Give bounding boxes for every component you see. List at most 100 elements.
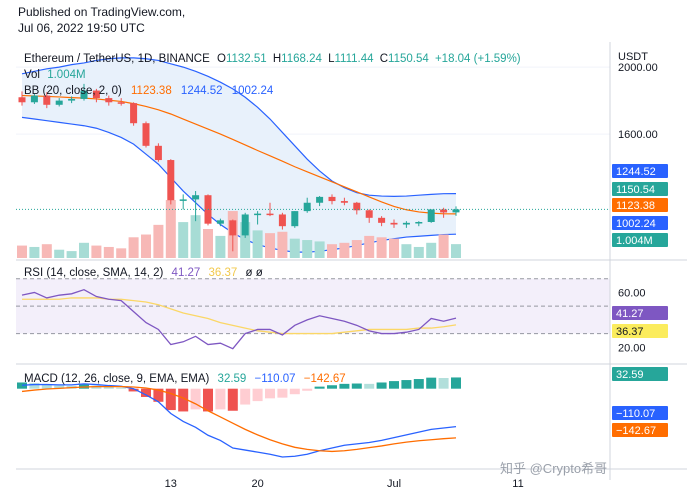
candle-body xyxy=(427,209,435,222)
symbol-label: Ethereum / TetherUS, 1D, BINANCE xyxy=(24,53,210,65)
macd-histogram-bar xyxy=(203,388,213,412)
macd-histogram-bar xyxy=(17,382,27,389)
volume-bar xyxy=(351,240,362,258)
candle-body xyxy=(316,196,324,203)
volume-bar xyxy=(128,237,139,258)
price-badge-bg xyxy=(612,164,668,178)
price-badge-bg xyxy=(612,182,668,196)
candle-body xyxy=(266,213,274,216)
macd-pane[interactable] xyxy=(16,368,610,468)
candle-body xyxy=(328,196,336,202)
macd-badge-bg xyxy=(612,367,668,381)
candle-body xyxy=(378,217,386,223)
volume-bar xyxy=(141,234,151,258)
candle-body xyxy=(154,145,162,161)
macd-histogram-bar xyxy=(103,386,114,389)
candle-body xyxy=(130,103,138,124)
volume-bar xyxy=(153,224,164,258)
macd-histogram-bar xyxy=(277,388,288,398)
price-badge: 1244.52 xyxy=(616,166,656,178)
candle-body xyxy=(117,102,125,104)
rsi-badge: 36.37 xyxy=(616,326,644,338)
macd-histogram-bar xyxy=(165,388,176,411)
volume-bar xyxy=(265,233,275,258)
candle-body xyxy=(105,98,113,103)
low-label: L xyxy=(328,53,335,65)
low-value: 1111.44 xyxy=(335,53,375,65)
rsi-badge: 41.27 xyxy=(616,308,644,320)
macd-histogram-bar xyxy=(389,381,399,389)
macd-histogram-bar xyxy=(240,388,251,405)
volume-bar xyxy=(364,235,375,258)
legend-line-1: Ethereum / TetherUS, 1D, BINANCE O1132.5… xyxy=(24,53,521,65)
macd-histogram-bar xyxy=(339,383,350,389)
macd-histogram-bar xyxy=(401,380,412,389)
volume-bar xyxy=(79,242,89,258)
time-tick-label: Jul xyxy=(387,478,401,490)
volume-bar xyxy=(401,244,412,258)
volume-bar xyxy=(17,245,27,258)
candle-body xyxy=(167,160,175,201)
volume-bar xyxy=(190,215,201,258)
volume-bar xyxy=(413,246,424,258)
macd-signal-line xyxy=(21,385,457,453)
volume-bar xyxy=(314,241,325,258)
volume-bar xyxy=(215,235,226,258)
volume-bar xyxy=(103,246,114,258)
rsi-sma-value: 36.37 xyxy=(209,267,238,279)
macd-badge-bg xyxy=(612,423,668,437)
rsi-label: RSI (14, close, SMA, 14, 2) xyxy=(24,267,164,279)
candle-body xyxy=(365,210,373,218)
candle-body xyxy=(291,211,299,227)
candle-body xyxy=(55,100,63,105)
macd-histogram-bar xyxy=(426,377,437,389)
candle-body xyxy=(43,95,51,105)
price-badge-bg xyxy=(612,216,668,230)
macd-badge: −110.07 xyxy=(616,408,655,420)
macd-label: MACD (12, 26, close, 9, EMA, EMA) xyxy=(24,373,210,385)
macd-value: −110.07 xyxy=(255,373,296,385)
candle-body xyxy=(18,97,26,103)
bb-lower-value: 1002.24 xyxy=(232,85,274,97)
macd-histogram-bar xyxy=(451,377,461,389)
volume-bar xyxy=(66,251,77,258)
bb-upper-value: 1244.52 xyxy=(181,85,223,97)
time-tick-label: 11 xyxy=(512,478,523,490)
volume-bar xyxy=(240,222,251,258)
volume-bar xyxy=(41,244,52,258)
candle-body xyxy=(192,195,200,200)
candle-body xyxy=(142,123,150,146)
time-tick-label: 13 xyxy=(165,478,177,490)
candle-body xyxy=(452,209,460,213)
macd-histogram-bar xyxy=(314,386,325,389)
macd-line xyxy=(21,383,457,458)
macd-histogram-bar xyxy=(376,382,387,389)
legend-macd: MACD (12, 26, close, 9, EMA, EMA) 32.59 … xyxy=(24,373,346,385)
macd-histogram-bar xyxy=(289,388,300,395)
candle-body xyxy=(30,95,38,103)
rsi-tick-label: 60.00 xyxy=(618,287,646,299)
bb-label: BB (20, close, 2, 0) xyxy=(24,85,122,97)
candle-body xyxy=(241,214,249,236)
published-label: Published on TradingView.com, xyxy=(18,5,186,19)
legend-rsi: RSI (14, close, SMA, 14, 2) 41.27 36.37 … xyxy=(24,267,263,279)
macd-histogram-bar xyxy=(302,388,313,391)
high-label: H xyxy=(273,53,281,65)
rsi-sma-line xyxy=(22,297,457,335)
price-badge: 1123.38 xyxy=(616,200,655,212)
macd-histogram-bar xyxy=(128,388,139,392)
macd-histogram-bar xyxy=(413,379,424,389)
volume-bar xyxy=(389,238,399,258)
currency-label: USDT xyxy=(618,51,648,63)
candle-body xyxy=(229,220,237,236)
vol-label: Vol xyxy=(24,69,40,81)
price-badge: 1.004M xyxy=(616,235,653,247)
volume-bar xyxy=(178,222,189,258)
candle-body xyxy=(278,214,286,227)
macd-badge: 32.59 xyxy=(616,369,644,381)
close-label: C xyxy=(380,53,388,65)
candle-body xyxy=(92,90,100,99)
legend-bb: BB (20, close, 2, 0) 1123.38 1244.52 100… xyxy=(24,85,274,97)
candle-body xyxy=(440,209,448,213)
